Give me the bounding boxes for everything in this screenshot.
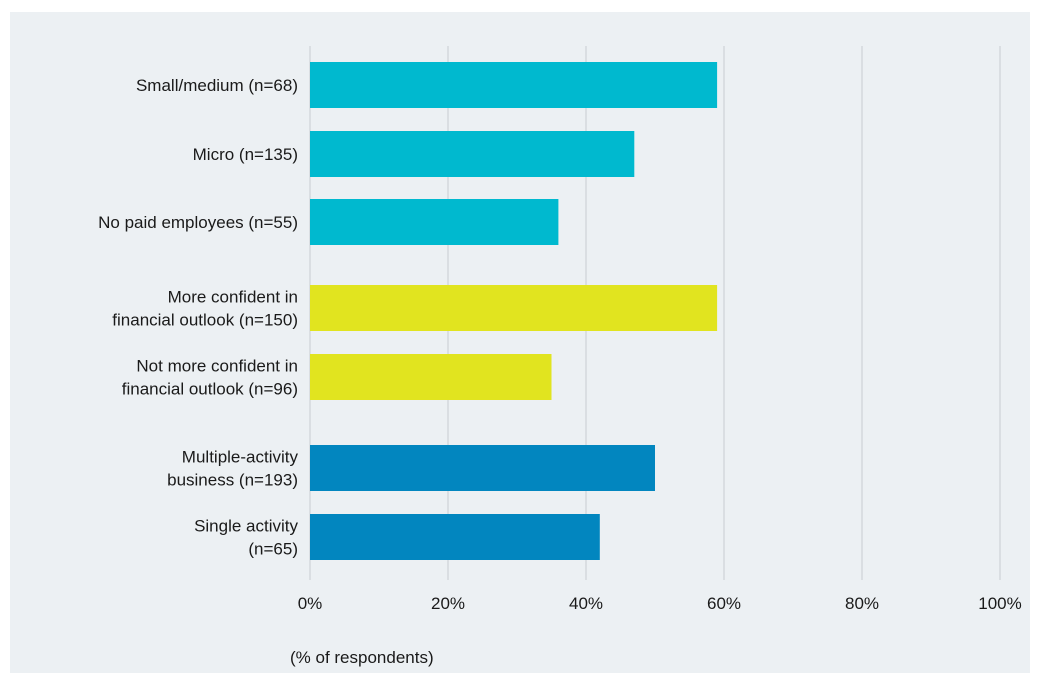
- bar: [310, 199, 559, 245]
- x-tick-label: 100%: [978, 594, 1021, 613]
- bar: [310, 131, 635, 177]
- bar: [310, 62, 718, 108]
- category-label: No paid employees (n=55): [98, 213, 298, 232]
- category-label: Multiple-activity business (n=193): [167, 448, 298, 490]
- x-axis-title: (% of respondents): [290, 648, 434, 667]
- bar: [310, 354, 552, 400]
- x-tick-labels: 0% 20% 40% 60% 80% 100%: [298, 594, 1022, 613]
- category-label: Not more confident in financial outlook (…: [122, 357, 298, 399]
- bar: [310, 514, 600, 560]
- bar: [310, 445, 655, 491]
- category-labels: Small/medium (n=68) Micro (n=135) No paid …: [98, 76, 298, 559]
- x-tick-label: 60%: [707, 594, 741, 613]
- bars: [310, 62, 718, 560]
- x-tick-label: 20%: [431, 594, 465, 613]
- bar: [310, 285, 718, 331]
- category-label: Single activity (n=65): [194, 517, 298, 559]
- category-label: Micro (n=135): [193, 145, 298, 164]
- category-label: Small/medium (n=68): [136, 76, 298, 95]
- x-tick-label: 80%: [845, 594, 879, 613]
- chart-panel: [10, 12, 1030, 673]
- category-label: More confident in financial outlook (n=15…: [112, 288, 298, 330]
- x-tick-label: 0%: [298, 594, 323, 613]
- x-tick-label: 40%: [569, 594, 603, 613]
